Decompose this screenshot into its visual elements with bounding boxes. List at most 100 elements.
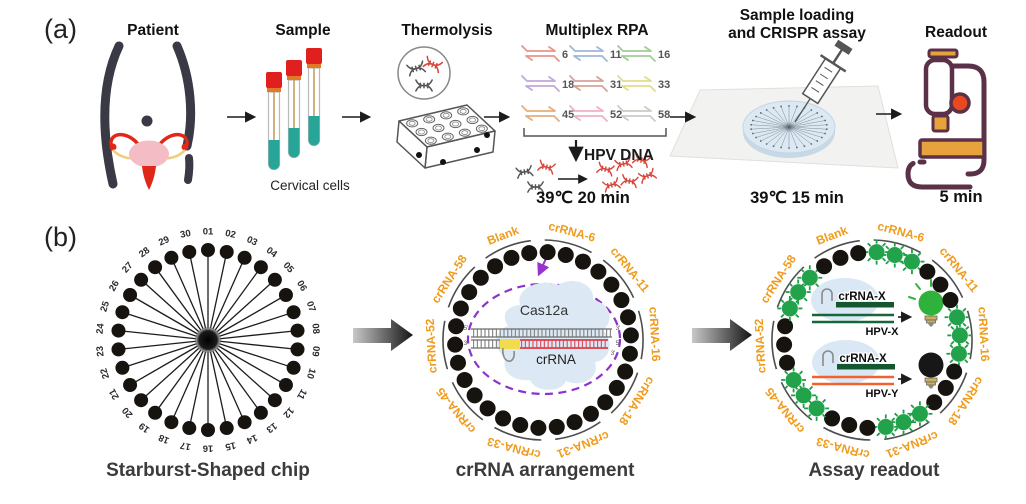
disc-well-dot bbox=[759, 140, 762, 142]
chip-spoke bbox=[219, 311, 294, 337]
chip-well-dot bbox=[290, 323, 305, 338]
step-title-thermolysis: Thermolysis bbox=[401, 22, 493, 39]
chip-spoke bbox=[216, 347, 276, 401]
well-dot-positive bbox=[949, 309, 966, 326]
block-well bbox=[432, 123, 445, 133]
chip-well-dot bbox=[111, 342, 126, 357]
chip-loading-icon bbox=[669, 39, 899, 169]
chip-spoke bbox=[212, 350, 246, 423]
hpv-type-number: 31 bbox=[610, 79, 622, 91]
hpv-type-number: 33 bbox=[658, 79, 670, 91]
signal-ray bbox=[821, 398, 827, 404]
chip-position-number: 19 bbox=[137, 420, 152, 435]
chip-spoke bbox=[219, 329, 298, 340]
signal-ray bbox=[950, 340, 955, 345]
dashed-zoom-circle bbox=[466, 282, 622, 396]
chip-well-dot bbox=[148, 405, 163, 420]
group-arc bbox=[442, 320, 449, 370]
pam-segment bbox=[500, 339, 520, 349]
disc-well-dot bbox=[810, 109, 813, 111]
block-well bbox=[466, 115, 479, 125]
chip-well-dot bbox=[237, 250, 252, 265]
well-dot-positive bbox=[877, 418, 894, 435]
forward-primer bbox=[617, 75, 652, 82]
bulb-off-icon bbox=[918, 352, 944, 389]
well-dot bbox=[566, 414, 583, 431]
ring-group-label: crRNA-52 bbox=[423, 318, 440, 374]
thermolysis-icon bbox=[396, 46, 496, 169]
well-dot bbox=[582, 405, 599, 422]
microscope-stage bbox=[918, 138, 986, 159]
strand-end-label: 5' bbox=[464, 325, 469, 332]
signal-ray bbox=[876, 432, 881, 437]
well-dot bbox=[946, 363, 963, 380]
microscope-icon bbox=[905, 48, 987, 190]
chip-well-dot bbox=[286, 305, 301, 320]
block-well bbox=[424, 136, 437, 145]
chip-spoke bbox=[154, 266, 202, 331]
signal-ray bbox=[808, 385, 814, 391]
signal-ray bbox=[925, 404, 930, 409]
chip-position-number: 26 bbox=[107, 279, 122, 294]
chip-well-dot bbox=[115, 305, 130, 320]
block-well bbox=[441, 132, 454, 141]
chip-spoke bbox=[219, 343, 294, 369]
signal-ray bbox=[780, 298, 785, 304]
crrna-hairpin bbox=[502, 347, 515, 362]
forward-primer bbox=[521, 45, 556, 52]
group-arc bbox=[494, 426, 542, 441]
crrna-arrangement-inner: Cas12a 5' 3' 3' 5' 3' crRNA bbox=[464, 253, 622, 396]
block-well-inner bbox=[418, 129, 425, 135]
disc-center bbox=[783, 121, 795, 133]
crrna-bar bbox=[837, 364, 895, 370]
well-dot bbox=[620, 309, 637, 326]
signal-ray bbox=[885, 260, 890, 265]
ring-group-label: crRNA-31 bbox=[555, 428, 611, 461]
chip-position-number: 25 bbox=[98, 299, 112, 313]
disc-well-dot bbox=[765, 109, 768, 111]
chip-spoke bbox=[212, 257, 246, 330]
chip-position-number: 08 bbox=[309, 323, 321, 335]
signal-ray bbox=[795, 298, 800, 304]
chip-well-dot bbox=[219, 421, 234, 436]
readout-case-on: crRNA-X HPV-X bbox=[811, 278, 954, 339]
step-title-sample: Sample bbox=[275, 22, 331, 39]
tube-band bbox=[267, 87, 281, 92]
disc-well-dot bbox=[751, 132, 754, 135]
heat-block-wells bbox=[406, 107, 488, 145]
block-well bbox=[449, 119, 462, 129]
chip-position-number: 04 bbox=[264, 245, 280, 261]
group-arc bbox=[485, 239, 531, 259]
loading-condition: 39℃ 15 min bbox=[750, 189, 844, 207]
well-dot bbox=[778, 354, 795, 371]
chip-position-number: 03 bbox=[245, 234, 259, 248]
signal-ray bbox=[902, 252, 907, 257]
strand-end-label: 3' bbox=[611, 350, 616, 357]
chip-well-dot bbox=[164, 250, 179, 265]
group-arc bbox=[884, 421, 930, 441]
strand-end-label: 3' bbox=[616, 325, 621, 332]
block-well-inner bbox=[408, 120, 416, 126]
disc-well-dot bbox=[788, 147, 790, 149]
reverse-primer bbox=[573, 115, 608, 122]
chip-position-number: 21 bbox=[107, 386, 122, 401]
well-dot bbox=[919, 263, 936, 280]
well-dot bbox=[621, 345, 638, 362]
chip-spoke bbox=[140, 347, 200, 401]
well-dot bbox=[859, 419, 876, 436]
signal-ray bbox=[949, 359, 954, 364]
disc-well-dot bbox=[751, 119, 754, 122]
disc-well-dot bbox=[788, 105, 790, 107]
block-well bbox=[440, 111, 453, 120]
readout-case-off: crRNA-X HPV-Y bbox=[812, 340, 944, 401]
chip-position-number: 06 bbox=[294, 279, 309, 294]
well-dot bbox=[448, 318, 465, 335]
group-arc bbox=[771, 320, 778, 370]
chip-well-dot bbox=[123, 378, 138, 392]
chip-position-number: 17 bbox=[179, 439, 192, 452]
signal-ray bbox=[908, 427, 914, 432]
hpv-type-number: 18 bbox=[562, 79, 574, 91]
well-dot bbox=[617, 363, 634, 380]
disc-spoke bbox=[756, 126, 790, 138]
chip-position-number: 05 bbox=[281, 260, 297, 276]
